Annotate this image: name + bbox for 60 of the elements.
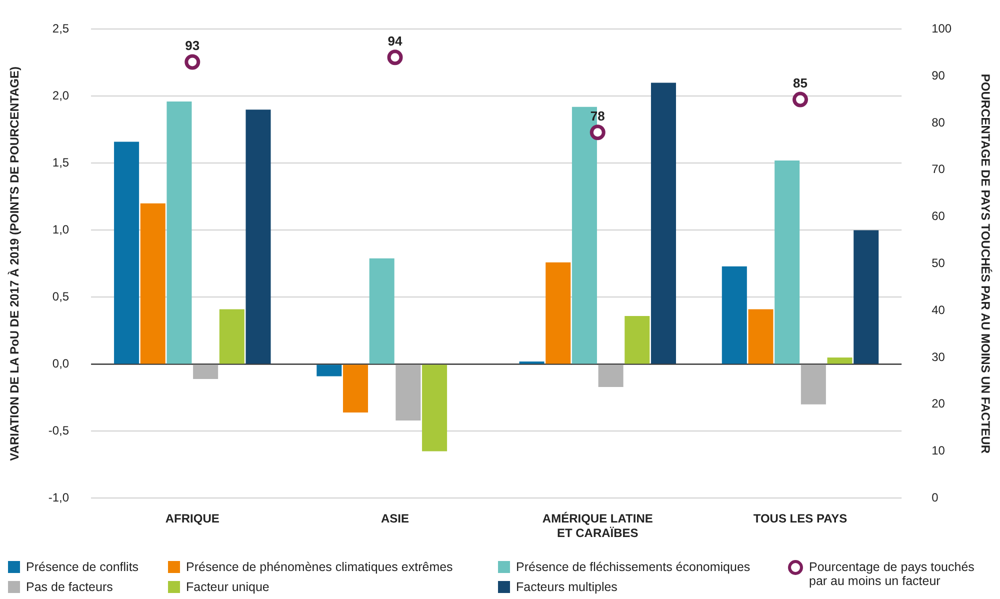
y-tick-label: 2,0 xyxy=(52,88,70,103)
y2-tick-label: 40 xyxy=(932,302,946,317)
y-tick-label: 0,0 xyxy=(52,356,70,371)
bar xyxy=(316,364,342,376)
y2-tick-label: 90 xyxy=(932,68,946,82)
y2-tick-label: 100 xyxy=(932,22,952,36)
y-tick-label: 1,0 xyxy=(52,222,70,237)
y-axis-title: VARIATION DE LA PoU DE 2017 À 2019 (POINTS DE POURCENTAGE) xyxy=(8,66,22,461)
y2-tick-label: 70 xyxy=(932,162,946,176)
legend-label: Facteurs multiples xyxy=(516,580,618,594)
point xyxy=(792,92,808,108)
bar xyxy=(827,358,852,364)
bar xyxy=(748,309,774,364)
bar xyxy=(396,364,421,420)
point xyxy=(184,54,200,70)
x-tick-label: TOUS LES PAYS xyxy=(753,512,848,526)
y2-tick-label: 50 xyxy=(932,256,946,270)
bar xyxy=(166,102,192,364)
point xyxy=(387,50,403,66)
x-tick-label: AMÉRIQUE LATINE ET CARAÏBES xyxy=(542,512,653,540)
y2-tick-label: 20 xyxy=(932,396,946,411)
point xyxy=(590,124,606,140)
bar xyxy=(114,142,140,364)
legend-label: Pourcentage de pays touchés par au moins un facteur xyxy=(809,560,974,588)
bar xyxy=(342,364,368,412)
y2-tick-label: 0 xyxy=(932,490,939,505)
bar xyxy=(800,364,826,404)
bar xyxy=(140,203,166,364)
y2-tick-label: 60 xyxy=(932,209,946,224)
bar xyxy=(650,82,676,364)
y-tick-label: 0,5 xyxy=(52,290,70,304)
legend-label: Pas de facteurs xyxy=(26,580,113,594)
bar xyxy=(624,316,650,364)
bar xyxy=(774,160,800,364)
bar xyxy=(246,110,271,364)
y-tick-label: -0,5 xyxy=(48,424,70,438)
bar xyxy=(193,364,218,379)
y2-tick-label: 80 xyxy=(932,115,946,130)
y-tick-label: 2,5 xyxy=(52,22,70,36)
bar xyxy=(598,364,624,387)
legend-label: Facteur unique xyxy=(186,580,270,594)
y2-axis-title: POURCENTAGE DE PAYS TOUCHÉS PAR AU MOINS UN FACTEUR xyxy=(978,74,992,454)
x-tick-label: ASIE xyxy=(381,512,410,526)
bar xyxy=(854,230,879,364)
legend-label: Présence de phénomènes climatiques extrêmes xyxy=(186,560,453,574)
x-tick-label: AFRIQUE xyxy=(165,512,220,526)
bar xyxy=(219,309,244,364)
bar xyxy=(422,364,448,452)
y2-tick-label: 30 xyxy=(932,350,946,364)
data-label: 93 xyxy=(185,38,200,54)
bar xyxy=(722,266,747,364)
y2-tick-label: 10 xyxy=(932,444,946,458)
legend-label: Présence de conflits xyxy=(26,560,139,574)
y-tick-label: -1,0 xyxy=(48,490,70,505)
data-label: 94 xyxy=(388,33,404,48)
legend-label: Présence de fléchissements économiques xyxy=(516,560,750,574)
y-tick-label: 1,5 xyxy=(52,156,70,170)
bar xyxy=(546,262,571,364)
bar xyxy=(369,258,394,364)
data-label: 85 xyxy=(793,76,808,91)
